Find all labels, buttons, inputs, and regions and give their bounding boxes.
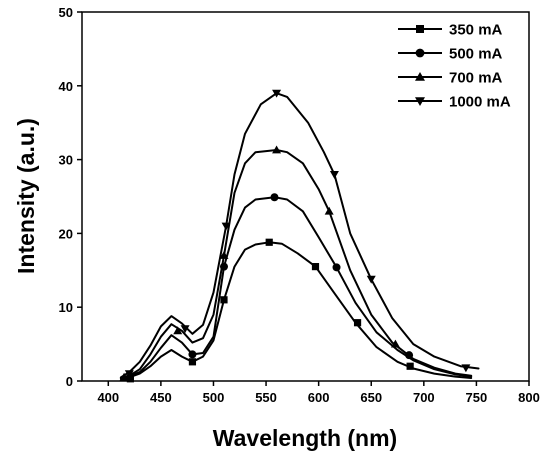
- plot-frame: [81, 11, 530, 382]
- x-tick-label: 750: [466, 390, 488, 405]
- data-point-700-ma: [272, 145, 282, 154]
- data-point-700-ma: [219, 251, 229, 259]
- data-point-350-ma: [188, 358, 197, 366]
- series-line-350-ma: [119, 241, 473, 380]
- data-point-700-ma: [119, 372, 129, 381]
- data-point-1000-ma: [180, 325, 190, 334]
- legend-item-700-ma: 700 mA: [398, 70, 503, 87]
- series-line-1000-ma: [119, 92, 480, 379]
- data-point-350-ma: [406, 362, 414, 370]
- data-point-700-ma: [173, 326, 183, 335]
- x-tick-label: 450: [150, 390, 172, 405]
- x-axis-title: Wavelength (nm): [213, 425, 397, 451]
- chart-marks: [119, 89, 480, 383]
- data-point-1000-ma: [272, 89, 282, 98]
- legend-item-350-ma: 350 mA: [398, 22, 503, 39]
- data-point-1000-ma: [221, 222, 231, 231]
- y-tick-label: 20: [59, 226, 73, 241]
- data-point-500-ma: [270, 193, 279, 202]
- legend-label: 500 mA: [449, 46, 503, 63]
- x-tick-label: 700: [413, 390, 435, 405]
- data-point-1000-ma: [366, 275, 376, 284]
- data-point-1000-ma: [329, 170, 339, 179]
- x-tick-label: 800: [518, 390, 540, 405]
- data-point-350-ma: [220, 296, 228, 304]
- data-point-500-ma: [188, 350, 197, 359]
- data-point-350-ma: [353, 319, 362, 327]
- legend-marker: [415, 48, 425, 58]
- data-point-350-ma: [311, 263, 320, 271]
- legend-item-500-ma: 500 mA: [398, 46, 503, 63]
- data-point-700-ma: [390, 339, 400, 348]
- x-tick-label: 550: [255, 390, 277, 405]
- series-700-ma: [119, 145, 473, 381]
- x-tick-label: 500: [203, 390, 225, 405]
- x-tick-label: 400: [97, 390, 119, 405]
- y-tick-label: 40: [59, 79, 73, 94]
- data-point-500-ma: [332, 263, 341, 272]
- data-point-350-ma: [265, 238, 273, 246]
- chart-axes: 400 450 500 550 600 650 700 750 800 0 10 20 30 40 50: [59, 5, 540, 405]
- y-tick-label: 10: [59, 300, 73, 315]
- data-point-700-ma: [324, 206, 334, 215]
- legend-marker: [415, 72, 425, 81]
- y-tick-label: 30: [59, 153, 73, 168]
- legend-item-1000-ma: 1000 mA: [398, 94, 511, 111]
- legend-label: 700 mA: [449, 70, 503, 87]
- data-point-1000-ma: [461, 364, 471, 373]
- x-tick-label: 650: [360, 390, 382, 405]
- y-tick-label: 0: [66, 374, 73, 389]
- legend-marker: [416, 25, 424, 33]
- legend: 350 mA 500 mA 700 mA 1000 mA: [398, 22, 511, 111]
- y-tick-label: 50: [59, 5, 73, 20]
- series-line-700-ma: [119, 149, 473, 379]
- series-500-ma: [119, 193, 473, 383]
- x-tick-label: 600: [308, 390, 330, 405]
- legend-label: 350 mA: [449, 22, 503, 39]
- y-axis-title: Intensity (a.u.): [13, 118, 39, 274]
- series-1000-ma: [119, 89, 480, 379]
- data-point-1000-ma: [124, 370, 134, 379]
- legend-label: 1000 mA: [449, 94, 511, 111]
- legend-marker: [415, 97, 425, 106]
